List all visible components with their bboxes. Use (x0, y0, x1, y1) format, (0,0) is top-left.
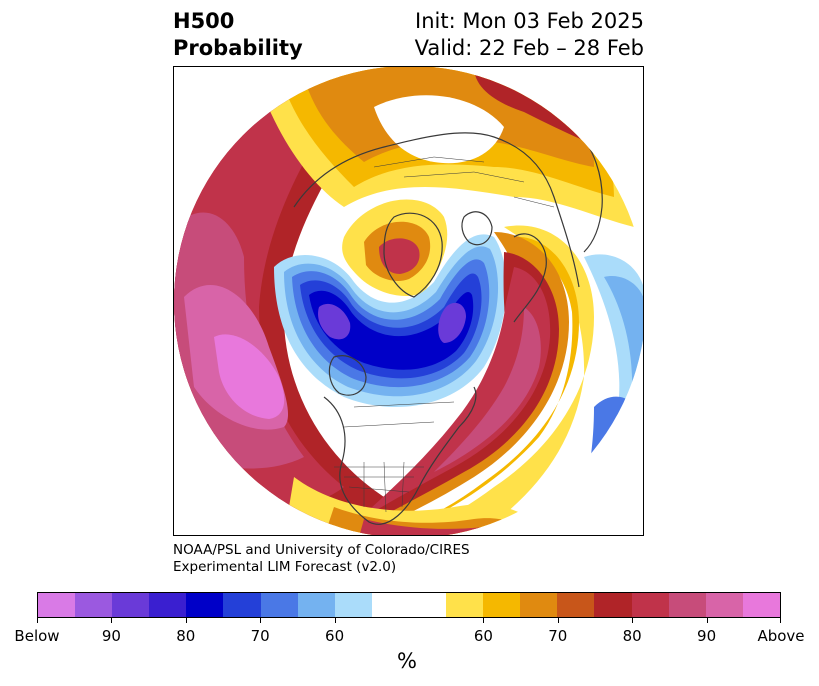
colorbar-segment (742, 593, 780, 617)
title-quantity: Probability (173, 36, 303, 60)
east-blue-navy (594, 443, 639, 535)
colorbar-tick (632, 618, 634, 623)
colorbar-tick (111, 618, 113, 623)
coast-north-america (323, 386, 477, 525)
colorbar-segment (631, 593, 669, 617)
colorbar-segment (260, 593, 298, 617)
colorbar (37, 592, 781, 618)
colorbar-segment (371, 593, 409, 617)
credit-org: NOAA/PSL and University of Colorado/CIRE… (173, 542, 470, 558)
colorbar-segment (557, 593, 595, 617)
colorbar-tick-label: 60 (325, 627, 345, 645)
colorbar-segment (149, 593, 187, 617)
coast-europe (513, 233, 547, 323)
map-panel (173, 66, 644, 536)
colorbar-segment (223, 593, 261, 617)
coast-hudson-bay (328, 355, 367, 396)
title-right: Init: Mon 03 Feb 2025 Valid: 22 Feb – 28… (415, 8, 644, 62)
coast-greenland (383, 212, 443, 298)
title-variable: H500 (173, 9, 235, 33)
colorbar-tick (260, 618, 262, 623)
colorbar-segment (446, 593, 484, 617)
coast-arctic-islands (461, 211, 493, 246)
trough-violet-east (438, 302, 466, 343)
border-us-states (334, 461, 424, 513)
colorbar-segment (186, 593, 224, 617)
colorbar-segment (668, 593, 706, 617)
trough-navy (309, 290, 474, 370)
colorbar-tick-label: 70 (548, 627, 568, 645)
country-borders (334, 156, 555, 513)
colorbar-segment (520, 593, 558, 617)
colorbar-tick-label: Below (14, 627, 60, 645)
colorbar-segment (594, 593, 632, 617)
colorbar-unit: % (397, 649, 417, 673)
colorbar-segment (112, 593, 150, 617)
border-eurasia (373, 156, 555, 208)
east-band-gold (364, 236, 579, 535)
valid-range: Valid: 22 Feb – 28 Feb (414, 36, 644, 60)
colorbar-tick-label: 80 (622, 627, 642, 645)
colorbar-tick (483, 618, 485, 623)
colorbar-segment (75, 593, 113, 617)
colorbar-tick (334, 618, 336, 623)
credit: NOAA/PSL and University of Colorado/CIRE… (173, 542, 470, 576)
init-date: Init: Mon 03 Feb 2025 (415, 9, 644, 33)
border-canada (343, 401, 455, 428)
east-band-rose (434, 307, 541, 472)
colorbar-tick (185, 618, 187, 623)
colorbar-segment (38, 593, 76, 617)
colorbar-tick-label: Above (757, 627, 805, 645)
colorbar-segment (297, 593, 335, 617)
colorbar-segment (483, 593, 521, 617)
colorbar-tick (780, 618, 781, 623)
colorbar-tick-label: 70 (250, 627, 270, 645)
east-band-yellow (374, 225, 594, 535)
colorbar-segment (408, 593, 447, 617)
colorbar-tick-label: 60 (473, 627, 493, 645)
north-white-gap (374, 95, 504, 164)
credit-model: Experimental LIM Forecast (v2.0) (173, 559, 397, 575)
arctic-cell-crimson (379, 238, 420, 274)
coast-eurasia (293, 132, 580, 288)
pacific-band-magenta (214, 334, 285, 419)
trough-violet-west (318, 303, 351, 340)
colorbar-segment (334, 593, 372, 617)
title-left: H500 Probability (173, 8, 303, 62)
colorbar-tick (706, 618, 708, 623)
colorbar-tick-label: 80 (176, 627, 196, 645)
probability-field (174, 67, 643, 535)
colorbar-tick (557, 618, 559, 623)
probability-map (174, 67, 643, 535)
colorbar-tick-label: 90 (101, 627, 121, 645)
colorbar-tick-label: 90 (697, 627, 717, 645)
colorbar-tick (37, 618, 38, 623)
colorbar-segment (705, 593, 743, 617)
